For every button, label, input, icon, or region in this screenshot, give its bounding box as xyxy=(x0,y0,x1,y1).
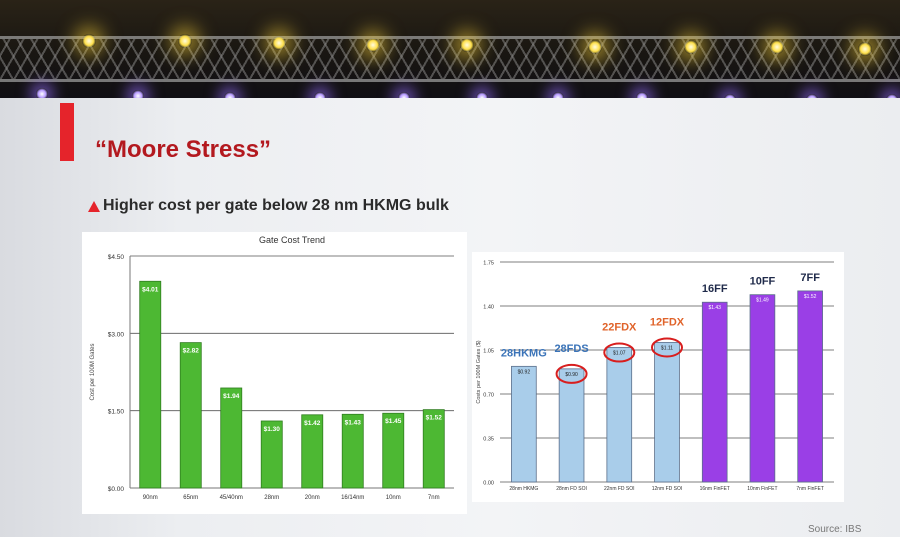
spotlight xyxy=(858,42,872,56)
fdsoi-finfet-cost-chart: Costs per 100M Gates ($) 0.00 0.35 0.70 1.05… xyxy=(476,261,834,492)
bar-callout-label: 16FF xyxy=(702,283,728,295)
bar xyxy=(382,412,405,489)
bar-value-label: $1.11 xyxy=(661,345,673,351)
bar-value-label: $2.82 xyxy=(183,348,200,355)
chart-panel-left: Gate Cost Trend Cost per 100M Gates $0.00 $… xyxy=(82,232,467,514)
y-axis-label: Costs per 100M Gates ($) xyxy=(476,340,482,403)
bar-value-label: $1.45 xyxy=(385,418,402,425)
x-tick-label: 10nm FinFET xyxy=(747,486,777,492)
bar xyxy=(749,294,776,483)
y-tick-label: 0.35 xyxy=(483,437,494,443)
spotlight xyxy=(588,40,602,54)
y-tick-label: $4.50 xyxy=(108,254,125,261)
x-tick-label: 7nm FinFET xyxy=(796,486,824,492)
bar-value-label: $1.43 xyxy=(345,419,362,426)
source-note: Source: IBS xyxy=(808,524,862,535)
spotlight xyxy=(460,38,474,52)
bar xyxy=(341,413,364,489)
bar-value-label: $1.07 xyxy=(613,350,626,356)
x-tick-label: 22nm FD SOI xyxy=(604,486,635,492)
x-tick-label: 12nm FD SOI xyxy=(652,486,683,492)
spotlight xyxy=(770,40,784,54)
bar-callout-label: 10FF xyxy=(750,276,776,288)
bullet-triangle-icon xyxy=(88,201,100,212)
bar-value-label: $1.43 xyxy=(708,305,721,311)
bar-value-label: $0.92 xyxy=(518,369,531,375)
bar xyxy=(654,342,680,483)
slide-subtitle: Higher cost per gate below 28 nm HKMG bu… xyxy=(103,197,449,214)
purple-light xyxy=(36,88,48,100)
bar-value-label: $1.52 xyxy=(804,294,817,300)
bar-value-label: $0.90 xyxy=(565,372,578,378)
bar xyxy=(179,342,202,489)
slide-title: “Moore Stress” xyxy=(95,136,272,163)
bar-value-label: $4.01 xyxy=(142,286,159,293)
x-tick-label: 16/14nm xyxy=(341,495,364,501)
bar xyxy=(260,420,283,489)
y-tick-label: 1.40 xyxy=(483,305,494,311)
spotlight xyxy=(178,34,192,48)
y-tick-label: $0.00 xyxy=(108,486,125,493)
y-tick-label: $3.00 xyxy=(108,331,125,338)
x-tick-label: 45/40nm xyxy=(220,495,243,501)
y-tick-label: 0.70 xyxy=(483,393,494,399)
y-tick-label: 0.00 xyxy=(483,481,494,487)
chart-panel-right: Costs per 100M Gates ($) 0.00 0.35 0.70 1.05… xyxy=(472,252,844,502)
highlight-circle xyxy=(651,337,683,358)
bar xyxy=(797,290,823,483)
bar-callout-label: 7FF xyxy=(800,272,820,284)
chart-title: Gate Cost Trend xyxy=(259,235,325,245)
x-tick-label: 65nm xyxy=(183,495,198,501)
x-tick-label: 28nm xyxy=(264,495,279,501)
bar-value-label: $1.42 xyxy=(304,420,321,427)
y-tick-label: $1.50 xyxy=(108,409,125,416)
bar xyxy=(220,387,243,489)
bar-callout-label: 12FDX xyxy=(650,316,685,328)
bar xyxy=(139,280,162,489)
bar-value-label: $1.94 xyxy=(223,393,240,400)
spotlight xyxy=(684,40,698,54)
x-tick-label: 7nm xyxy=(428,495,440,501)
x-tick-label: 28nm FD SOI xyxy=(556,486,587,492)
spotlight xyxy=(82,34,96,48)
bar-callout-label: 28HKMG xyxy=(501,347,547,359)
x-tick-label: 20nm xyxy=(305,495,320,501)
x-tick-label: 28nm HKMG xyxy=(509,486,538,492)
bar xyxy=(606,347,633,483)
bar xyxy=(558,368,585,483)
spotlight xyxy=(366,38,380,52)
stage-backdrop xyxy=(0,0,900,110)
bar xyxy=(701,301,728,483)
y-axis-label: Cost per 100M Gates xyxy=(90,343,96,400)
x-tick-label: 16nm FinFET xyxy=(700,486,730,492)
bar-callout-label: 22FDX xyxy=(602,321,637,333)
spotlight xyxy=(272,36,286,50)
bar-value-label: $1.52 xyxy=(426,415,443,422)
highlight-circle xyxy=(603,342,636,363)
x-tick-label: 90nm xyxy=(143,495,158,501)
bar-value-label: $1.30 xyxy=(264,426,281,433)
gate-cost-trend-chart: Gate Cost Trend Cost per 100M Gates $0.00 $… xyxy=(90,235,454,501)
accent-bar xyxy=(60,103,74,161)
y-tick-label: 1.75 xyxy=(483,261,494,267)
y-tick-label: 1.05 xyxy=(483,349,494,355)
bar xyxy=(422,409,445,489)
bar-value-label: $1.49 xyxy=(756,298,769,304)
bar xyxy=(301,414,324,489)
x-tick-label: 10nm xyxy=(386,495,401,501)
bar xyxy=(511,365,537,483)
bar-callout-label: 28FDS xyxy=(554,343,588,355)
lighting-truss xyxy=(0,36,900,82)
highlight-circle xyxy=(555,363,588,384)
